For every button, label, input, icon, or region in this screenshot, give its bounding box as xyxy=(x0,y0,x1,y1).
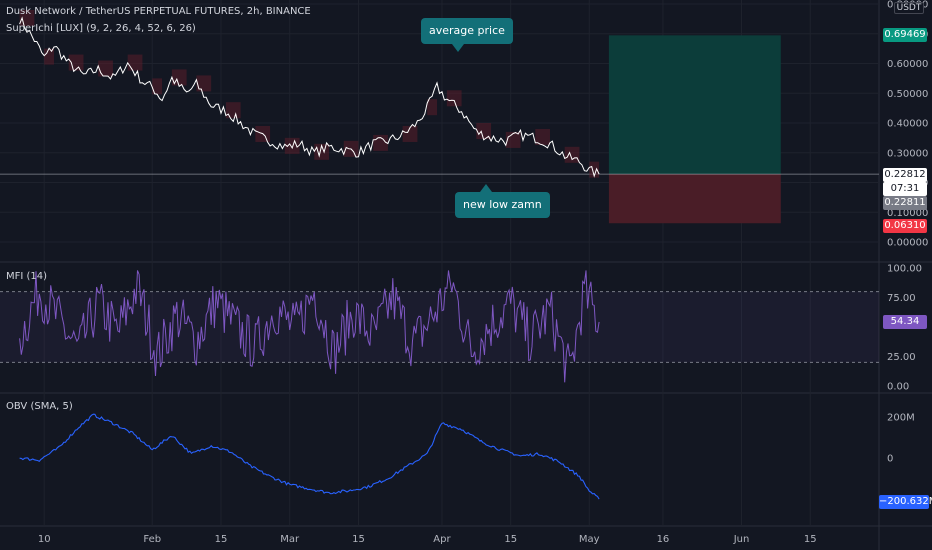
mfi-tick-label: 0.00 xyxy=(887,382,909,393)
time-tick-label: Apr xyxy=(433,534,451,545)
last-price-value: 0.22812 xyxy=(884,169,926,180)
cloud-segment xyxy=(152,78,163,95)
average-price-callout[interactable]: average price xyxy=(421,18,513,44)
time-tick-label: May xyxy=(579,534,600,545)
currency-label: USDT xyxy=(896,3,922,13)
average-price-callout-tail xyxy=(452,44,464,52)
mfi-tick-label: 100.00 xyxy=(887,264,922,275)
stop-price-tag: 0.06310 xyxy=(883,219,927,233)
loss-zone xyxy=(608,174,781,224)
cloud-segment xyxy=(476,123,492,139)
mfi-tick-label: 75.00 xyxy=(887,293,916,304)
cloud-segment xyxy=(564,146,580,163)
profit-zone xyxy=(608,35,781,175)
time-tick-label: 16 xyxy=(657,534,670,545)
average-price-label: average price xyxy=(429,24,505,37)
price-line xyxy=(19,16,600,178)
time-tick-label: Mar xyxy=(280,534,300,545)
time-tick-label: 15 xyxy=(352,534,365,545)
bar-countdown-value: 07:31 xyxy=(890,183,920,194)
target-price-value: 0.69469 xyxy=(884,29,926,40)
position-zones xyxy=(0,35,879,224)
price-tick-label: 0.30000 xyxy=(887,148,928,159)
mfi-line xyxy=(19,270,600,383)
price-tick-label: 0.40000 xyxy=(887,119,928,130)
cloud-segment xyxy=(196,75,212,92)
new-low-callout[interactable]: new low zamn xyxy=(455,192,550,218)
cloud-segment xyxy=(402,125,418,142)
price-tick-label: 0.60000 xyxy=(887,59,928,70)
stop-price-value: 0.06310 xyxy=(884,220,926,231)
bar-countdown-tag: 07:31 xyxy=(883,182,927,196)
obv-tick-label: 0 xyxy=(887,454,893,465)
mfi-last-value: 54.34 xyxy=(890,316,920,327)
mfi-title: MFI (14) xyxy=(6,271,48,282)
cloud-segment xyxy=(44,48,55,65)
time-tick-label: 15 xyxy=(504,534,517,545)
axes: 10Feb15Mar15Apr15May16Jun150.800000.7000… xyxy=(38,0,929,545)
time-tick-label: 15 xyxy=(215,534,228,545)
time-tick-label: 10 xyxy=(38,534,51,545)
time-tick-label: 15 xyxy=(804,534,817,545)
obv-value-tag: −200.632M xyxy=(879,495,932,509)
price-tick-label: 0.50000 xyxy=(887,89,928,100)
cloud-segment xyxy=(589,161,600,178)
cloud-segment xyxy=(98,60,113,77)
entry-price-value: 0.22811 xyxy=(884,197,926,208)
obv-legend[interactable]: OBV (SMA, 5) xyxy=(6,401,73,412)
indicator-legend[interactable]: SuperIchi [LUX] (9, 2, 26, 4, 52, 6, 26) xyxy=(6,23,196,34)
cloud-segment xyxy=(446,90,462,107)
new-low-label: new low zamn xyxy=(463,198,542,211)
obv-line xyxy=(19,413,600,500)
price-tick-label: 0.10000 xyxy=(887,208,928,219)
cloud-segment xyxy=(535,128,550,145)
indicator-title: SuperIchi [LUX] (9, 2, 26, 4, 52, 6, 26) xyxy=(6,23,196,34)
price-tick-label: 0.00000 xyxy=(887,238,928,249)
cloud-segment xyxy=(225,102,241,119)
entry-price-tag: 0.22811 xyxy=(883,196,927,210)
mfi-band-fill xyxy=(0,291,879,363)
mfi-value-tag: 54.34 xyxy=(883,315,927,329)
target-price-tag: 0.69469 xyxy=(883,28,927,42)
new-low-callout-tail xyxy=(480,184,492,192)
obv-tick-label: 200M xyxy=(887,413,915,424)
mfi-legend[interactable]: MFI (14) xyxy=(6,271,47,282)
symbol-title: Dusk Network / TetherUS PERPETUAL FUTURE… xyxy=(6,6,311,17)
obv-title: OBV (SMA, 5) xyxy=(6,401,73,412)
mfi-band xyxy=(0,291,879,363)
cloud-segment xyxy=(127,54,143,71)
time-tick-label: Jun xyxy=(733,534,750,545)
currency-badge[interactable]: USDT xyxy=(894,2,924,14)
series xyxy=(19,9,600,500)
cloud-segment xyxy=(284,137,300,154)
time-tick-label: Feb xyxy=(143,534,161,545)
obv-last-value: −200.632M xyxy=(879,496,932,507)
symbol-legend[interactable]: Dusk Network / TetherUS PERPETUAL FUTURE… xyxy=(6,6,311,17)
last-price-tag: 0.22812 xyxy=(883,168,927,182)
cloud-segment xyxy=(427,99,438,116)
mfi-tick-label: 25.00 xyxy=(887,352,916,363)
